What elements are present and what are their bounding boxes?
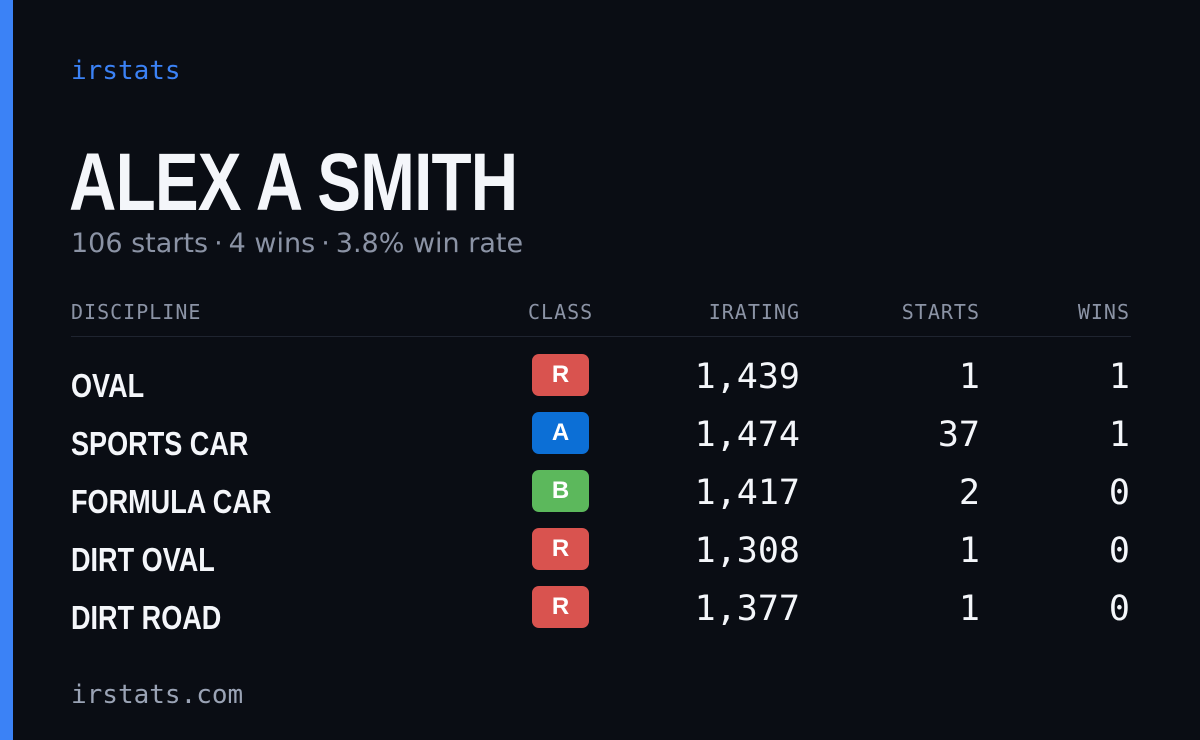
table-header: DISCIPLINE CLASS IRATING STARTS WINS <box>71 298 1131 337</box>
class-badge: A <box>532 412 589 454</box>
accent-bar <box>0 0 13 740</box>
summary-wins: 4 wins <box>228 228 316 259</box>
irating-value: 1,474 <box>694 415 800 455</box>
irating-value: 1,439 <box>694 357 800 397</box>
header-irating: IRATING <box>708 300 800 324</box>
starts-value: 1 <box>958 531 980 571</box>
driver-name: ALEX A SMITH <box>69 137 518 228</box>
table-row: DIRT ROAD R 1,377 1 0 <box>71 585 1131 643</box>
header-class: CLASS <box>528 300 594 324</box>
starts-value: 1 <box>958 589 980 629</box>
header-wins: WINS <box>1077 300 1130 324</box>
wins-value: 0 <box>1108 589 1130 629</box>
footer-url: irstats.com <box>71 680 244 710</box>
table-row: SPORTS CAR A 1,474 37 1 <box>71 411 1131 469</box>
irating-value: 1,308 <box>694 531 800 571</box>
table-row: OVAL R 1,439 1 1 <box>71 353 1131 411</box>
class-badge: R <box>532 528 589 570</box>
discipline-name: DIRT ROAD <box>71 599 222 636</box>
table-body: OVAL R 1,439 1 1 SPORTS CAR A 1,474 37 1… <box>71 337 1131 643</box>
wins-value: 0 <box>1108 531 1130 571</box>
discipline-name: OVAL <box>71 367 145 404</box>
header-starts: STARTS <box>901 300 980 324</box>
discipline-name: SPORTS CAR <box>71 425 249 462</box>
class-badge: R <box>532 354 589 396</box>
header-discipline: DISCIPLINE <box>71 300 202 324</box>
summary-separator: · <box>321 228 330 259</box>
discipline-name: FORMULA CAR <box>71 483 272 520</box>
class-badge: B <box>532 470 589 512</box>
brand-logo-text: irstats <box>71 56 181 86</box>
table-row: DIRT OVAL R 1,308 1 0 <box>71 527 1131 585</box>
starts-value: 37 <box>937 415 980 455</box>
starts-value: 1 <box>958 357 980 397</box>
wins-value: 1 <box>1108 415 1130 455</box>
table-row: FORMULA CAR B 1,417 2 0 <box>71 469 1131 527</box>
summary-starts: 106 starts <box>71 228 209 259</box>
driver-summary: 106 starts · 4 wins · 3.8% win rate <box>71 228 523 259</box>
license-table: DISCIPLINE CLASS IRATING STARTS WINS OVA… <box>71 298 1131 643</box>
irating-value: 1,377 <box>694 589 800 629</box>
irating-value: 1,417 <box>694 473 800 513</box>
summary-separator: · <box>214 228 223 259</box>
wins-value: 1 <box>1108 357 1130 397</box>
class-badge: R <box>532 586 589 628</box>
starts-value: 2 <box>958 473 980 513</box>
summary-win-rate: 3.8% win rate <box>335 228 524 259</box>
discipline-name: DIRT OVAL <box>71 541 215 578</box>
wins-value: 0 <box>1108 473 1130 513</box>
